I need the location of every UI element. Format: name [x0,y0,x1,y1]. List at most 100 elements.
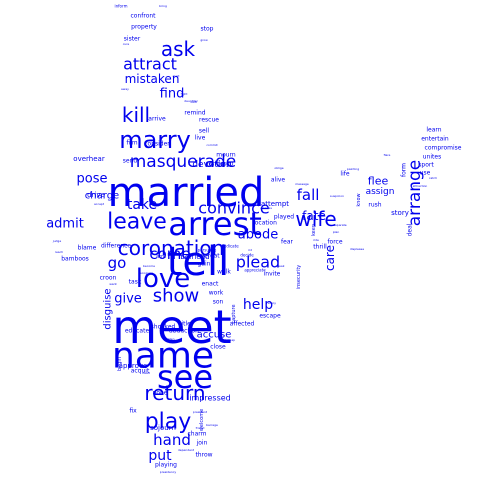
word-enact: enact [202,281,219,288]
word-walk: walk [217,269,231,276]
word-know: know [356,193,362,206]
word-alert: alert [173,74,181,78]
word-charm: charm [188,431,207,438]
word-close: close [210,344,226,351]
word-story: story [391,209,409,217]
word-sport: sport [418,162,434,169]
word-deal: deal [407,223,414,236]
word-assign: assign [366,187,395,197]
word-flee: flee [368,175,389,188]
word-insecurity: insecurity [296,265,302,290]
word-abduction: abduction [169,328,199,335]
word-want: want [109,282,117,286]
word-help: help [243,297,273,313]
word-catch: catch [429,176,437,180]
word-oblige: oblige [274,166,283,170]
word-sell: sell [199,128,209,135]
word-fate: fate [302,209,326,223]
word-mourn: mourn [216,152,236,159]
word-blame: blame [78,245,97,252]
word-film: film [126,140,137,147]
word-difference: difference [101,243,131,250]
word-bring: bring [159,4,167,8]
word-show: show [153,286,200,307]
word-sojourn: sojourn [150,424,176,432]
word-care: care [323,245,337,271]
word-marry: marry [119,126,191,154]
word-shocked: shocked [151,324,176,331]
word-unites: unites [423,154,441,161]
word-mistaken: mistaken [125,72,180,86]
word-lie: lie [146,74,150,78]
word-ask: ask [161,37,196,61]
word-acquit: acquit [131,368,150,375]
word-president: president [193,410,208,414]
word-disguise: disguise [103,288,114,329]
word-suspicion: suspicion [330,194,344,198]
word-accuse: accuse [197,330,232,341]
word-consider: consider [144,141,170,148]
word-coronation: coronation [118,236,225,260]
word-speak: speak [276,264,285,268]
word-play: play [145,410,192,435]
word-decide: decide [240,253,254,258]
word-cure: cure [123,42,130,46]
word-arrest: arrest [168,205,262,243]
word-hand: hand [153,431,191,449]
word-none: none [153,390,168,397]
word-recognize: recognize [139,271,154,275]
word-enjoy: enjoy [268,301,276,305]
word-compromise: compromise [425,145,462,152]
word-use: use [420,170,431,177]
word-painting: painting [347,167,359,171]
word-presidency: presidency [160,470,177,474]
word-sadden: sadden [164,337,175,341]
word-task: task [129,279,142,286]
word-send: send [123,158,138,165]
word-accept: accept [94,202,105,206]
word-reach: reach [55,250,64,254]
word-fear: fear [281,239,293,246]
word-educate: educate [125,328,150,335]
word-undergo: undergo [209,161,234,168]
word-persuade: persuade [198,248,217,253]
word-grow: grow [200,38,208,42]
word-affected: affected [230,321,255,328]
word-pose: pose [77,172,108,187]
word-abode: abode [238,228,278,243]
word-head: head [142,371,150,375]
word-plead: plead [236,253,280,272]
word-location: location [253,220,277,227]
word-played: played [274,214,294,221]
word-come: come [149,245,190,263]
word-son: son [213,299,224,306]
word-plan: plan [333,230,340,234]
word-invite: invite [264,271,281,278]
word-gain: gain [198,261,211,268]
word-charge: charge [85,191,119,202]
word-stop: stop [201,26,214,33]
word-ride: ride [313,238,319,242]
word-property: property [131,24,157,31]
word-playing: playing [155,462,177,469]
word-attract: attract [123,55,177,74]
word-alive: alive [271,177,286,184]
word-return: return [144,381,205,405]
word-defeat: defeat [200,253,220,260]
word-arm: arm [156,254,166,260]
word-begin: begin [117,357,123,371]
word-kill: kill [122,103,150,127]
word-masquerade: masquerade [130,152,237,172]
word-friend: friend [196,426,205,430]
word-join: join [196,440,208,447]
word-remind: remind [184,110,205,117]
word-go: go [108,254,127,272]
word-form: form [401,163,408,177]
word-displease: displease [350,247,364,251]
word-approve: approve [119,362,148,370]
word-work: work [209,290,224,297]
word-capture: capture [231,304,237,323]
word-overhear: overhear [73,155,105,163]
word-force: force [327,239,342,246]
word-sister: sister [124,36,141,43]
